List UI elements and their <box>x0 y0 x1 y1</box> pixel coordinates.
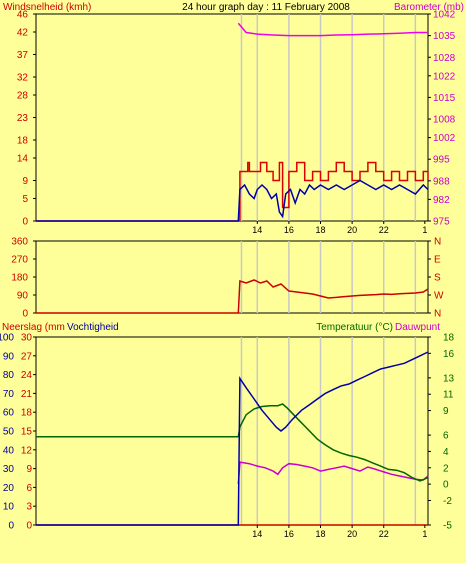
dewpoint-axis-title: Dauwpunt <box>395 322 440 333</box>
barometer-axis-tick-label: 1042 <box>433 10 456 21</box>
climate-panel-x-tick-label: 18 <box>316 529 326 539</box>
wind-axis-tick-label: 46 <box>17 10 29 21</box>
dewpoint-line <box>237 461 429 485</box>
barometer-axis-tick-label: 995 <box>433 155 450 166</box>
wind-direction-line <box>36 279 429 314</box>
rain-axis-tick-label: 30 <box>21 333 33 344</box>
humidity-axis-title: Vochtigheid <box>67 322 119 333</box>
wind-speed-axis-title: Windsnelheid (kmh) <box>3 2 91 13</box>
temperature-axis-tick-label: 18 <box>443 333 455 344</box>
wind-speed-line <box>36 179 429 222</box>
barometer-axis-tick-label: 1022 <box>433 71 456 82</box>
climate-panel-x-tick-label: 16 <box>284 529 294 539</box>
humidity-axis-tick-label: 40 <box>3 445 15 456</box>
barometer-axis-tick-label: 1015 <box>433 93 456 104</box>
compass-axis-tick-label: E <box>434 255 441 266</box>
rain-axis-tick-label: 24 <box>21 370 33 381</box>
wind-gust-line <box>36 161 429 222</box>
rain-axis-tick-label: 12 <box>21 445 33 456</box>
humidity-axis-tick-label: 90 <box>3 351 15 362</box>
wind-panel-x-tick-label: 1 <box>422 225 427 235</box>
humidity-axis-tick-label: 80 <box>3 370 15 381</box>
wind-axis-tick-label: 14 <box>17 154 29 165</box>
compass-axis-tick-label: S <box>434 273 441 284</box>
barometer-axis-tick-label: 988 <box>433 176 450 187</box>
humidity-axis-tick-label: 50 <box>3 427 15 438</box>
barometer-axis-tick-label: 1028 <box>433 53 456 64</box>
climate-panel-x-tick-label: 1 <box>422 529 427 539</box>
barometer-axis-tick-label: 975 <box>433 217 450 228</box>
rain-axis-tick-label: 18 <box>21 408 33 419</box>
rain-axis-tick-label: 3 <box>26 502 32 513</box>
wind-axis-tick-label: 37 <box>17 50 29 61</box>
temperature-axis-tick-label: -5 <box>443 521 452 532</box>
humidity-axis-tick-label: 60 <box>3 408 15 419</box>
barometer-line <box>237 22 428 37</box>
wind-axis-tick-label: 18 <box>17 136 29 147</box>
rain-axis-tick-label: 9 <box>26 464 32 475</box>
temperature-axis-tick-label: 16 <box>443 349 455 360</box>
climate-panel-plot-area <box>35 336 429 526</box>
wind-axis-tick-label: 0 <box>22 217 28 228</box>
compass-axis-tick-label: N <box>434 237 441 248</box>
wind-axis-tick-label: 28 <box>17 91 29 102</box>
temperature-axis-tick-label: 11 <box>443 390 454 401</box>
barometer-axis-tick-label: 1002 <box>433 133 456 144</box>
wind-panel-x-tick-label: 16 <box>284 225 294 235</box>
temperature-axis-tick-label: 0 <box>443 480 449 491</box>
rain-axis-title: Neerslag (mm <box>2 322 65 333</box>
barometer-axis-tick-label: 1008 <box>433 115 456 126</box>
barometer-axis-tick-label: 982 <box>433 195 450 206</box>
humidity-axis-tick-label: 20 <box>3 483 15 494</box>
temperature-axis-tick-label: 9 <box>443 406 449 417</box>
page-title: 24 hour graph day : 11 February 2008 <box>182 2 350 13</box>
temperature-axis-tick-label: -2 <box>443 496 452 507</box>
rain-axis-tick-label: 0 <box>26 521 32 532</box>
humidity-line <box>36 351 429 526</box>
temperature-axis-tick-label: 6 <box>443 431 449 442</box>
temperature-line <box>36 403 429 482</box>
temperature-axis-tick-label: 4 <box>443 447 449 458</box>
direction-axis-tick-label: 270 <box>11 255 28 266</box>
humidity-axis-tick-label: 100 <box>0 333 14 344</box>
humidity-axis-tick-label: 30 <box>3 464 15 475</box>
wind-panel-plot-area <box>35 13 429 222</box>
rain-axis-tick-label: 6 <box>26 483 32 494</box>
barometer-axis-tick-label: 1035 <box>433 31 456 42</box>
climate-panel-x-tick-label: 14 <box>252 529 262 539</box>
direction-axis-tick-label: 0 <box>22 309 28 320</box>
humidity-axis-tick-label: 70 <box>3 389 15 400</box>
compass-axis-tick-label: W <box>434 291 444 302</box>
climate-panel-x-tick-label: 20 <box>347 529 357 539</box>
wind-panel-x-tick-label: 18 <box>316 225 326 235</box>
wind-panel-x-tick-label: 14 <box>252 225 262 235</box>
temperature-axis-title: Temperatuur (°C) <box>316 322 393 333</box>
humidity-axis-tick-label: 10 <box>3 502 15 513</box>
wind-axis-tick-label: 5 <box>22 194 28 205</box>
direction-panel-plot-area <box>35 240 429 314</box>
wind-panel-x-tick-label: 22 <box>379 225 389 235</box>
rain-axis-tick-label: 27 <box>21 351 33 362</box>
compass-axis-tick-label: N <box>434 309 441 320</box>
rain-axis-tick-label: 21 <box>21 389 33 400</box>
climate-panel-x-tick-label: 22 <box>379 529 389 539</box>
wind-axis-tick-label: 9 <box>22 176 28 187</box>
wind-panel-x-tick-label: 20 <box>347 225 357 235</box>
direction-axis-tick-label: 180 <box>11 273 28 284</box>
direction-axis-tick-label: 360 <box>11 237 28 248</box>
temperature-axis-tick-label: 13 <box>443 373 455 384</box>
direction-axis-tick-label: 90 <box>17 291 29 302</box>
humidity-axis-tick-label: 0 <box>8 521 14 532</box>
barometer-axis-title: Barometer (mb) <box>394 2 464 13</box>
wind-axis-tick-label: 23 <box>17 113 29 124</box>
rain-axis-tick-label: 15 <box>21 427 33 438</box>
wind-axis-tick-label: 42 <box>17 28 29 39</box>
temperature-axis-tick-label: 2 <box>443 463 449 474</box>
wind-axis-tick-label: 32 <box>17 73 29 84</box>
